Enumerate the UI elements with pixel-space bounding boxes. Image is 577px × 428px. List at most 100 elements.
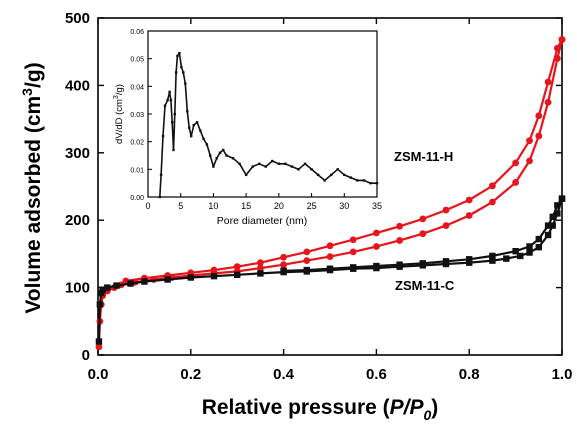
inset-data-point — [297, 168, 300, 171]
data-point-zsm-11-h — [535, 112, 543, 120]
inset-data-point — [369, 181, 372, 185]
data-point-zsm-11-h — [257, 264, 264, 272]
data-point-zsm-11-h — [544, 78, 552, 86]
inset-x-tick-label: 5 — [178, 201, 183, 211]
data-point-zsm-11-c — [489, 257, 496, 264]
inset-data-point — [178, 51, 181, 55]
inset-data-point — [356, 179, 359, 182]
inset-data-point — [222, 148, 225, 152]
inset-data-point — [212, 165, 215, 168]
series-label-zsm-11-h: ZSM-11-H — [394, 149, 453, 164]
data-point-zsm-11-c — [127, 280, 134, 287]
data-point-zsm-11-c — [164, 276, 171, 283]
data-point-zsm-11-c — [303, 266, 310, 274]
main-x-tick-label: 0.4 — [273, 366, 295, 383]
main-x-axis-label-suffix: ) — [431, 396, 438, 419]
data-point-zsm-11-h — [210, 266, 218, 274]
data-point-zsm-11-c — [512, 248, 519, 255]
inset-y-tick-label: 0.00 — [130, 195, 144, 202]
main-x-ticks: 0.0 0.2 0.4 0.6 0.8 1.0 — [88, 18, 572, 383]
data-point-zsm-11-c — [396, 261, 403, 268]
inset-data-point — [182, 71, 185, 74]
inset-data-point — [174, 71, 178, 74]
main-y-tick-label: 100 — [65, 280, 90, 297]
data-point-zsm-11-h — [465, 196, 473, 204]
main-x-axis-label-prefix: Relative pressure ( — [202, 396, 390, 419]
inset-data-point — [166, 98, 169, 102]
main-y-tick-label: 200 — [65, 212, 90, 229]
main-x-tick-label: 0.0 — [88, 366, 109, 383]
data-point-zsm-11-c — [554, 202, 561, 209]
main-x-tick-label: 0.6 — [366, 366, 387, 383]
inset-y-axis-label-prefix: dV/dD (cm — [114, 99, 125, 144]
series-label-zsm-11-c: ZSM-11-C — [395, 278, 455, 293]
inset-data-point — [173, 112, 177, 116]
data-point-zsm-11-c — [466, 259, 473, 266]
data-point-zsm-11-h — [303, 248, 311, 256]
inset-x-tick-label: 35 — [372, 201, 382, 211]
data-point-zsm-11-h — [233, 263, 241, 271]
inset-data-point — [184, 82, 187, 85]
inset-data-point — [189, 134, 193, 138]
inset-y-tick-label: 0.06 — [130, 29, 144, 36]
inset-data-point — [238, 162, 241, 165]
inset-data-point — [215, 157, 218, 160]
data-point-zsm-11-c — [558, 195, 566, 202]
inset-data-point — [330, 173, 333, 177]
data-point-zsm-11-h — [512, 159, 519, 167]
main-y-tick-label: 300 — [65, 145, 90, 162]
data-point-zsm-11-c — [96, 301, 104, 308]
data-point-zsm-11-h — [326, 253, 334, 260]
inset-data-point — [161, 134, 165, 138]
inset-data-point — [362, 179, 366, 182]
inset-data-point — [343, 173, 346, 177]
inset-data-point — [284, 162, 287, 165]
inset-data-point — [349, 176, 353, 179]
data-point-zsm-11-c — [210, 272, 218, 280]
inset-data-point — [168, 90, 171, 94]
data-point-zsm-11-c — [141, 278, 148, 285]
data-point-zsm-11-c — [257, 270, 264, 277]
data-point-zsm-11-c — [549, 213, 556, 221]
inset-x-tick-label: 15 — [241, 201, 251, 211]
data-point-zsm-11-h — [512, 179, 519, 186]
data-point-zsm-11-c — [503, 255, 510, 262]
inset-data-point — [271, 159, 274, 163]
inset-data-point — [169, 98, 173, 102]
inset-data-point — [208, 154, 212, 157]
inset-y-tick-label: 0.03 — [130, 112, 144, 119]
data-point-zsm-11-h — [95, 343, 103, 351]
inset-x-tick-label: 25 — [307, 201, 317, 211]
inset-x-ticks: 0 5 10 15 20 25 30 35 — [145, 193, 382, 211]
inset-y-ticks: 0.00 0.01 0.02 0.03 0.04 0.05 0.06 — [130, 29, 152, 202]
data-point-zsm-11-h — [396, 222, 403, 230]
inset-data-point — [244, 173, 248, 177]
data-point-zsm-11-h — [257, 259, 264, 267]
data-point-zsm-11-c — [187, 274, 194, 281]
data-point-zsm-11-h — [280, 261, 287, 269]
data-point-zsm-11-c — [544, 231, 552, 239]
inset-data-point — [310, 168, 313, 171]
main-x-axis-label-sub: 0 — [424, 407, 432, 423]
inset-plot-area: 0 5 10 15 20 25 30 35 0.000.010.020.030.040.050… — [113, 29, 382, 227]
main-y-tick-label: 400 — [65, 77, 90, 94]
inset-data-point — [172, 148, 175, 152]
main-y-axis-label: Volume adsorbed (cm3/g) — [19, 62, 45, 313]
data-point-zsm-11-h — [442, 222, 450, 229]
inset-data-point — [188, 126, 191, 130]
data-point-zsm-11-h — [419, 215, 427, 223]
inset-x-tick-label: 0 — [145, 201, 150, 211]
main-x-tick-label: 0.2 — [180, 366, 201, 383]
inset-data-point — [225, 154, 228, 157]
data-point-zsm-11-c — [99, 286, 106, 293]
data-point-zsm-11-c — [234, 271, 241, 278]
inset-y-tick-label: 0.05 — [130, 57, 144, 64]
inset-y-tick-label: 0.02 — [130, 140, 144, 147]
data-point-zsm-11-h — [544, 98, 552, 106]
data-point-zsm-11-h — [326, 242, 334, 250]
data-point-zsm-11-h — [349, 248, 357, 256]
inset-data-point — [323, 179, 326, 182]
data-point-zsm-11-c — [373, 262, 380, 270]
